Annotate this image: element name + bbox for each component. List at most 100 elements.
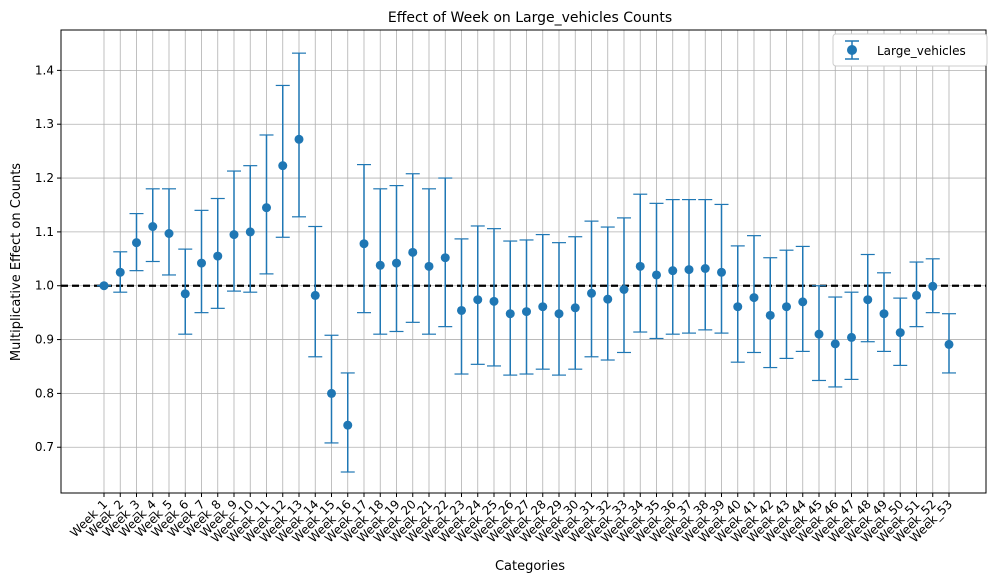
data-point-group	[942, 313, 956, 374]
data-point-group	[552, 242, 566, 376]
data-point-group	[828, 296, 843, 388]
data-point-group	[308, 225, 323, 358]
data-point-group	[324, 334, 339, 444]
data-point-group	[730, 245, 745, 363]
data-point	[830, 339, 840, 349]
data-point	[164, 229, 174, 239]
data-point-group	[487, 228, 501, 367]
data-point-group	[698, 198, 713, 331]
data-series	[97, 52, 956, 473]
data-point-group	[909, 261, 924, 328]
legend: Large_vehicles	[832, 33, 988, 67]
data-point	[782, 302, 791, 312]
data-point	[700, 263, 710, 273]
data-point	[765, 310, 775, 320]
data-point-group	[145, 188, 160, 263]
data-point-group	[470, 225, 485, 365]
data-point	[132, 238, 141, 248]
data-point	[603, 294, 613, 304]
x-axis: Week_1Week_2Week_3Week_4Week_5Week_6Week…	[67, 493, 955, 545]
data-point-group	[649, 202, 664, 340]
data-point-group	[714, 203, 729, 334]
data-point-group	[584, 220, 599, 358]
data-point	[538, 302, 548, 312]
data-point	[522, 307, 531, 317]
data-point	[505, 309, 515, 319]
data-point	[798, 297, 808, 307]
data-point-group	[357, 163, 371, 314]
data-point-group	[747, 235, 761, 354]
data-point	[733, 302, 743, 312]
data-point	[668, 266, 678, 276]
data-point	[912, 290, 921, 300]
data-point-group	[763, 257, 778, 369]
data-point	[635, 261, 645, 271]
data-point	[619, 284, 629, 294]
data-point-group	[97, 281, 111, 291]
data-point-group	[292, 52, 306, 218]
data-point	[928, 281, 938, 291]
data-point	[392, 258, 401, 268]
legend-marker	[847, 45, 857, 55]
data-point-group	[795, 245, 810, 353]
data-point	[749, 293, 759, 303]
data-point-group	[454, 238, 469, 375]
x-axis-label: Categories	[495, 559, 565, 574]
data-point-group	[129, 212, 144, 272]
data-point-group	[438, 177, 453, 328]
data-point	[359, 239, 369, 249]
data-point-group	[519, 239, 534, 375]
data-point-group	[405, 173, 420, 323]
data-point-group	[227, 170, 241, 292]
y-tick-label: 1.2	[35, 171, 54, 185]
data-point-group	[210, 197, 225, 309]
data-point	[717, 267, 726, 277]
data-point	[440, 253, 450, 263]
data-point	[895, 328, 905, 338]
data-point	[570, 303, 580, 313]
data-point	[408, 247, 418, 257]
data-point	[148, 222, 158, 232]
data-point	[652, 270, 661, 280]
data-point	[587, 288, 596, 298]
data-point-group	[600, 226, 615, 361]
data-point-group	[259, 134, 274, 275]
data-point	[879, 309, 889, 319]
data-point-group	[860, 253, 875, 343]
data-point-group	[877, 272, 891, 353]
y-tick-label: 0.8	[35, 386, 54, 400]
data-point-group	[243, 165, 258, 293]
plot-frame	[60, 29, 987, 494]
data-point-group	[275, 84, 290, 238]
data-point-group	[665, 198, 680, 335]
y-tick-label: 1.3	[35, 117, 54, 131]
y-axis-label: Multiplicative Effect on Counts	[9, 163, 24, 361]
data-point-group	[779, 249, 794, 360]
y-tick-label: 1.1	[35, 225, 54, 239]
data-point-group	[633, 193, 648, 333]
y-tick-label: 1.0	[35, 279, 54, 293]
data-point	[473, 295, 483, 305]
data-point-group	[162, 188, 176, 276]
data-point	[863, 295, 873, 305]
data-point-group	[389, 184, 404, 333]
data-point	[245, 227, 255, 237]
data-point-group	[373, 188, 388, 335]
data-point-group	[113, 251, 128, 293]
data-point	[944, 339, 954, 349]
data-point	[278, 161, 288, 171]
data-point	[814, 329, 824, 339]
data-point	[197, 258, 206, 268]
data-point	[489, 296, 499, 306]
data-point	[294, 134, 304, 144]
data-point-group	[925, 258, 940, 314]
data-point-group	[844, 291, 859, 381]
chart-title: Effect of Week on Large_vehicles Counts	[388, 10, 672, 26]
data-point	[229, 230, 239, 240]
data-point-group	[617, 217, 631, 354]
data-point	[115, 267, 125, 277]
data-point-group	[812, 285, 826, 382]
data-point	[847, 332, 856, 342]
data-point	[99, 281, 109, 291]
